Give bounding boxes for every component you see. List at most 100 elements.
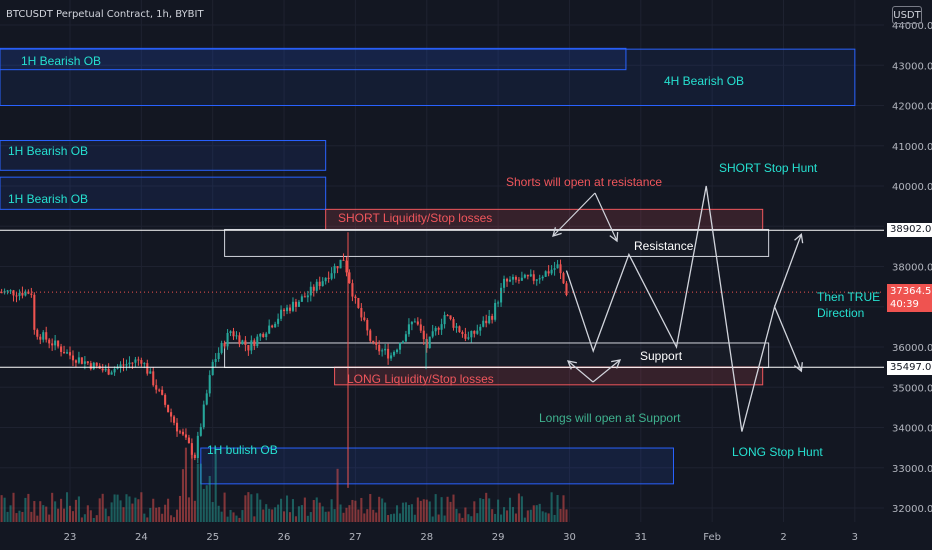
candle-body [544,271,547,277]
candle-body [21,292,24,296]
volume-bar [244,495,247,522]
volume-bar [381,498,384,522]
volume-bar [247,492,250,522]
volume-bar [556,495,559,522]
candle-body [330,273,333,279]
volume-bar [500,514,503,522]
volume-bar [60,498,63,522]
ob-1h-bearish-label-2: 1H Bearish OB [8,144,89,158]
volume-bar [119,500,122,522]
volume-bar [226,516,229,522]
chart-title: BTCUSDT Perpetual Contract, 1h, BYBIT [6,9,204,20]
volume-bar [393,513,396,522]
pointer-line [567,360,594,383]
zone-box [224,228,770,257]
volume-bar [54,501,57,522]
candle-body [488,315,491,324]
candle-body [511,276,515,280]
volume-bar [101,493,104,522]
candle-body [0,292,3,294]
volume-bar [164,504,167,522]
candle-body [83,361,86,364]
volume-bar [51,492,54,522]
volume-bar [134,497,137,522]
candle-body [196,435,199,459]
volume-bar [428,501,431,522]
x-tick-label: Feb [703,532,721,543]
volume-bar [39,501,42,522]
volume-bar [155,507,158,522]
candle-body [306,295,309,298]
x-tick-label: 24 [135,532,148,543]
long-stop-hunt-label: LONG Stop Hunt [732,445,823,459]
candle-body [497,302,500,304]
volume-bar [116,494,119,522]
currency-button[interactable]: USDT [892,6,922,24]
volume-bar [48,514,51,522]
candle-body [428,336,431,349]
candle-body [494,302,497,320]
volume-bar [68,505,72,522]
candle-body [9,290,12,292]
pointer-line [594,192,618,242]
volume-bar [131,503,134,522]
candle-body [167,404,170,413]
candle-body [375,342,378,345]
y-tick-label: 33000.0 [892,464,932,475]
volume-bar [508,497,512,522]
volume-bar [482,498,485,522]
y-tick-label: 38000.0 [892,263,932,274]
candle-body [119,364,122,367]
candle-body [407,324,410,335]
candle-body [410,321,413,325]
candle-body [443,315,446,325]
candle-body [357,298,360,308]
volume-bar [390,514,393,522]
volume-bar [9,505,12,522]
candle-body [33,294,36,330]
volume-bar [143,513,146,522]
volume-bar [95,515,98,522]
current-price-value: 37364.5 [890,286,932,297]
x-tick-label: 26 [278,532,291,543]
candle-body [202,404,205,428]
volume-bar [425,499,428,522]
volume-bar [27,493,30,522]
candle-body [244,340,247,346]
volume-bar [107,516,110,522]
volume-bar [297,506,300,522]
volume-bar [452,494,455,522]
volume-bar [205,485,208,522]
candle-body [556,264,559,269]
ob-1h-bearish-label: 1H Bearish OB [21,54,102,68]
volume-bar [274,507,277,522]
candle-body [461,332,464,334]
candle-body [68,352,72,356]
x-tick-label: 2 [780,532,786,543]
volume-bar [71,511,75,522]
candle-body [300,296,303,302]
volume-bar [214,449,217,522]
volume-bar [232,512,235,522]
volume-bar [80,517,83,522]
candle-body [256,336,259,346]
x-tick-label: 29 [492,532,505,543]
volume-bar [345,507,348,522]
candle-body [214,359,217,362]
candle-body [291,301,295,311]
candle-body [452,319,455,328]
x-tick-label: 28 [420,532,433,543]
volume-bar [86,505,89,522]
volume-bars [0,446,568,522]
candle-body [321,281,324,287]
volume-bar [65,492,69,522]
volume-bar [375,512,378,522]
current-price-label: 37364.5 40:39 [887,284,932,312]
volume-bar [467,514,470,522]
candle-body [562,273,565,284]
volume-bar [494,513,497,522]
candle-body [63,351,66,354]
volume-bar [170,515,173,522]
candle-body [434,327,437,332]
candle-body [514,276,517,280]
